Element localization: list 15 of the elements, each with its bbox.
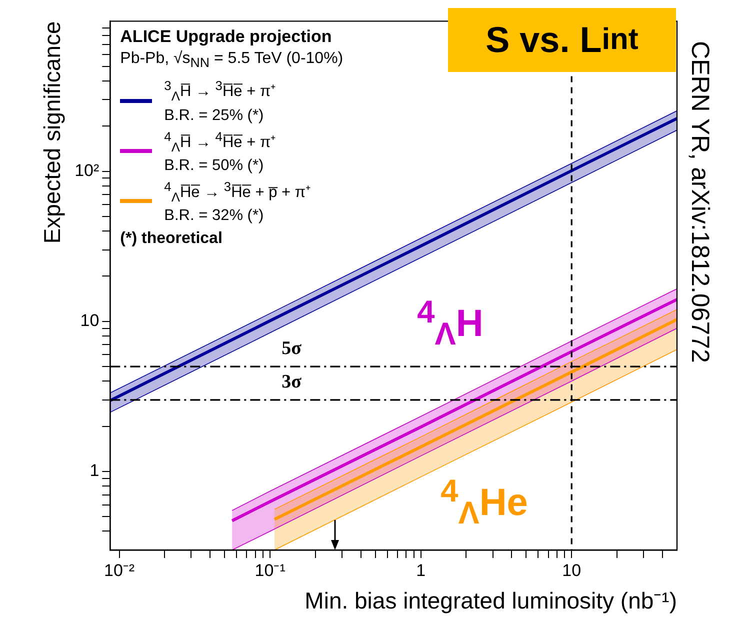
y-tick-label: 10² <box>74 160 100 180</box>
y-axis-title: Expected significance <box>39 21 66 244</box>
y-tick-label: 10 <box>80 311 100 330</box>
ref-line-label: 5σ <box>282 338 302 359</box>
annotation: (*) theoretical <box>120 229 224 248</box>
x-tick-label: 10⁻¹ <box>254 560 286 580</box>
ref-line-label: 3σ <box>282 371 302 392</box>
x-tick-label: 10 <box>562 560 582 580</box>
x-tick-label: 10⁻² <box>104 560 135 580</box>
text: CERN YR, arXiv:1812.06772 <box>685 41 714 364</box>
y-tick-label: 1 <box>90 461 100 480</box>
x-tick-label: 1 <box>416 560 426 580</box>
text: Pb-Pb, √s$_{NN}$ = 5.5 TeV (0-10%) <box>120 49 344 72</box>
legend-title: ALICE Upgrade projection <box>120 27 333 46</box>
x-axis-title: Min. bias integrated luminosity (nb⁻¹) <box>304 588 677 614</box>
